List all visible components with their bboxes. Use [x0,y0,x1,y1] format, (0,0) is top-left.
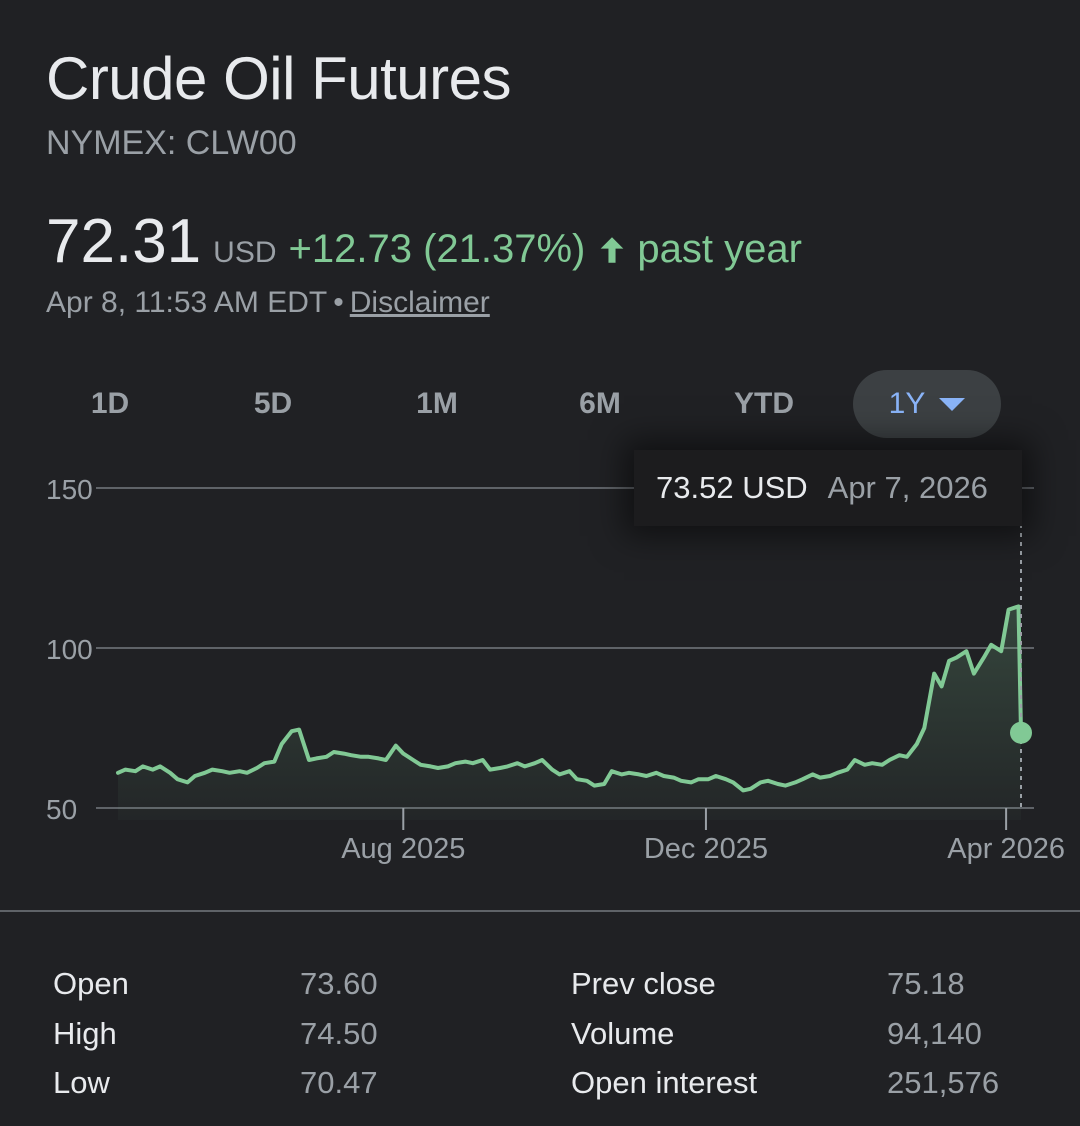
timestamp-row: Apr 8, 11:53 AM EDT • Disclaimer [46,286,490,320]
price-chart[interactable]: 150 100 50 Aug 2025 Dec 2025 Apr 2026 [0,440,1080,880]
tooltip-value: 73.52 USD [656,470,808,505]
y-tick-label: 100 [46,634,93,665]
x-tick-label: Dec 2025 [644,833,768,865]
price-row: 72.31 USD +12.73 (21.37%) past year [46,206,802,277]
timestamp: Apr 8, 11:53 AM EDT [46,286,328,319]
stat-volume-value: 94,140 [887,1016,982,1051]
x-tick-label: Apr 2026 [947,833,1065,865]
range-1y-label: 1Y [888,387,926,420]
change-value: +12.73 (21.37%) [288,227,586,271]
stat-low-value: 70.47 [300,1065,378,1100]
stat-open-label: Open [53,966,129,1001]
tooltip-date: Apr 7, 2026 [827,470,988,505]
caret-down-icon [939,397,966,411]
divider [0,910,1080,912]
page-title: Crude Oil Futures [46,45,512,112]
stat-high-value: 74.50 [300,1016,378,1051]
range-1d-button[interactable]: 1D [90,387,130,420]
range-1m-button[interactable]: 1M [416,387,458,420]
hover-marker [1010,721,1032,744]
range-6m-button[interactable]: 6M [579,387,621,420]
x-tick-label: Aug 2025 [341,833,465,865]
series-area [118,606,1021,820]
range-ytd-button[interactable]: YTD [734,387,794,420]
chart-tooltip: 73.52 USD Apr 7, 2026 [634,450,1022,526]
range-5d-button[interactable]: 5D [253,387,293,420]
current-price: 72.31 [46,207,202,276]
disclaimer-link[interactable]: Disclaimer [349,286,490,319]
price-change: +12.73 (21.37%) past year [289,227,802,272]
stat-open-value: 73.60 [300,966,378,1001]
arrow-up-icon [601,236,624,263]
change-period: past year [637,227,802,271]
stat-low-label: Low [53,1065,110,1100]
stat-open-interest-label: Open interest [571,1065,758,1100]
stat-volume-label: Volume [571,1016,675,1051]
series-line [116,604,1023,793]
stat-high-label: High [53,1016,117,1051]
stat-prev-close-label: Prev close [571,966,716,1001]
y-tick-label: 50 [46,794,77,825]
stat-prev-close-value: 75.18 [887,966,965,1001]
ticker-symbol: NYMEX: CLW00 [46,124,297,162]
range-selector: 1D 5D 1M 6M YTD 1Y [0,370,1080,438]
stat-open-interest-value: 251,576 [887,1065,1000,1100]
range-1y-dropdown[interactable]: 1Y [853,370,1001,438]
separator: • [333,286,344,319]
y-tick-label: 150 [46,474,93,505]
currency-label: USD [213,236,277,269]
